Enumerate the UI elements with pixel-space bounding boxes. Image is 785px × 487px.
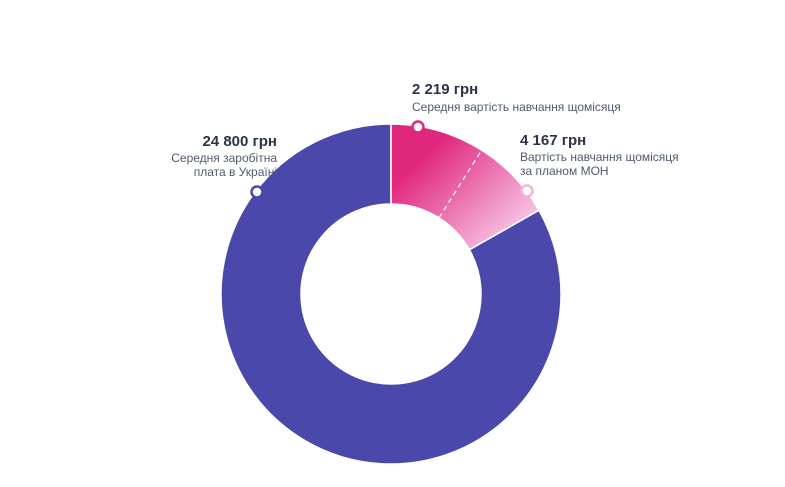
label-plan-cost-desc-line1: Вартість навчання щомісяця [520, 150, 679, 164]
label-avg-cost-desc: Середня вартість навчання щомісяця [412, 100, 621, 114]
label-avg-cost-value: 2 219 грн [412, 81, 478, 98]
label-salary-desc-line1: Середня заробітна [171, 151, 277, 165]
label-salary-value: 24 800 грн [202, 133, 277, 150]
label-salary-desc-line2: плата в Україні [194, 165, 277, 179]
marker-avg-cost [411, 120, 425, 134]
label-plan-cost-value: 4 167 грн [520, 132, 586, 149]
label-plan-cost-desc-line2: за планом МОН [520, 164, 609, 178]
donut-slice-plan-cost [390, 123, 540, 251]
avg-cost-divider [438, 149, 483, 219]
marker-plan-cost [520, 184, 534, 198]
marker-salary [250, 185, 264, 199]
donut-slice-salary [220, 123, 562, 465]
